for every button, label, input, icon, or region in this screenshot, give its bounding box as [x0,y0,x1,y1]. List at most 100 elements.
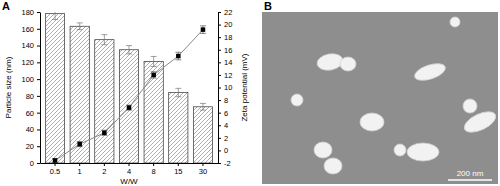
bar [144,61,163,163]
tick: 16 [218,46,232,55]
tick-label: 140 [21,41,34,50]
particle [407,143,439,161]
bar [45,14,64,163]
tick-mark [218,37,221,38]
error-stem [55,12,56,20]
tick-label: 0.5 [50,167,60,176]
plot-area [45,12,212,163]
tick-mark [37,12,40,13]
tick-mark [153,163,154,166]
tick: 2 [102,163,106,176]
error-cap [126,53,132,54]
tick: 40 [26,125,40,134]
tick-mark [218,75,221,76]
tick: 8 [152,163,156,176]
error-bar [52,12,58,20]
error-bar [101,35,107,45]
tick-mark [218,50,221,51]
tick: 0 [218,146,228,155]
error-bar [175,88,181,96]
x-axis-title: W/W [120,177,138,186]
panel-label: A [2,0,10,12]
tick: 120 [21,58,40,67]
tick-mark [37,96,40,97]
tick-label: 120 [21,58,34,67]
tick-mark [178,163,179,166]
error-cap [101,44,107,45]
tick: 8 [218,96,228,105]
error-cap [52,19,58,20]
tick: 30 [199,163,207,176]
tick-label: 4 [127,167,131,176]
marker [176,54,181,59]
tick-mark [218,88,221,89]
tick-mark [37,62,40,63]
tick-label: -2 [224,159,231,168]
marker [151,73,156,78]
tick: 160 [21,25,40,34]
tick: 4 [218,121,228,130]
bar [119,50,138,163]
tick-label: 2 [224,134,228,143]
marker [102,131,107,136]
tick-mark [79,163,80,166]
error-bar [52,159,58,163]
particle [413,60,448,83]
error-cap [200,33,206,34]
particle [463,99,477,113]
scale-bar [448,179,492,181]
bar [193,107,212,163]
tick-mark [218,12,221,13]
tick-mark [55,163,56,166]
particle [291,94,303,106]
marker [127,105,132,110]
tick-label: 100 [21,75,34,84]
tick: 12 [218,71,232,80]
tick: 18 [218,33,232,42]
tick-label: 20 [26,142,34,151]
error-cap [200,103,206,104]
error-bar [200,103,206,110]
y-axis: 020406080100120140160180 [21,8,40,168]
error-stem [202,103,203,110]
tick-mark [218,25,221,26]
tick-label: 180 [21,8,34,17]
tick-label: 160 [21,25,34,34]
tick-label: 14 [224,58,232,67]
tick: 180 [21,8,40,17]
tick-mark [218,125,221,126]
error-cap [151,71,157,72]
y2-axis: -20246810121416182022 [218,8,232,168]
particle [394,144,406,156]
tick: 22 [218,8,232,17]
tick: 60 [26,109,40,118]
tick-mark [218,100,221,101]
tick-label: 60 [26,109,34,118]
tick-label: 4 [224,121,228,130]
marker [77,142,82,147]
particle [314,142,332,158]
error-stem [178,88,179,96]
tick-mark [218,62,221,63]
tick-mark [37,129,40,130]
error-cap [77,22,83,23]
error-cap [151,78,157,79]
panel-label: B [264,0,272,12]
figure: 020406080100120140160180-202468101214161… [0,0,500,186]
tick-label: 1 [78,167,82,176]
tick-mark [37,113,40,114]
tick-label: 8 [152,167,156,176]
tick-label: 0 [30,159,34,168]
marker [53,158,58,163]
tick-label: 22 [224,8,232,17]
error-bar [151,56,157,66]
tick-label: 30 [199,167,207,176]
tick: 2 [218,134,228,143]
tick: 15 [174,163,182,176]
particle [360,113,384,131]
tick: 20 [218,20,232,29]
error-cap [151,66,157,67]
error-bar [77,142,83,147]
tick-label: 40 [26,125,34,134]
particle [340,57,356,71]
